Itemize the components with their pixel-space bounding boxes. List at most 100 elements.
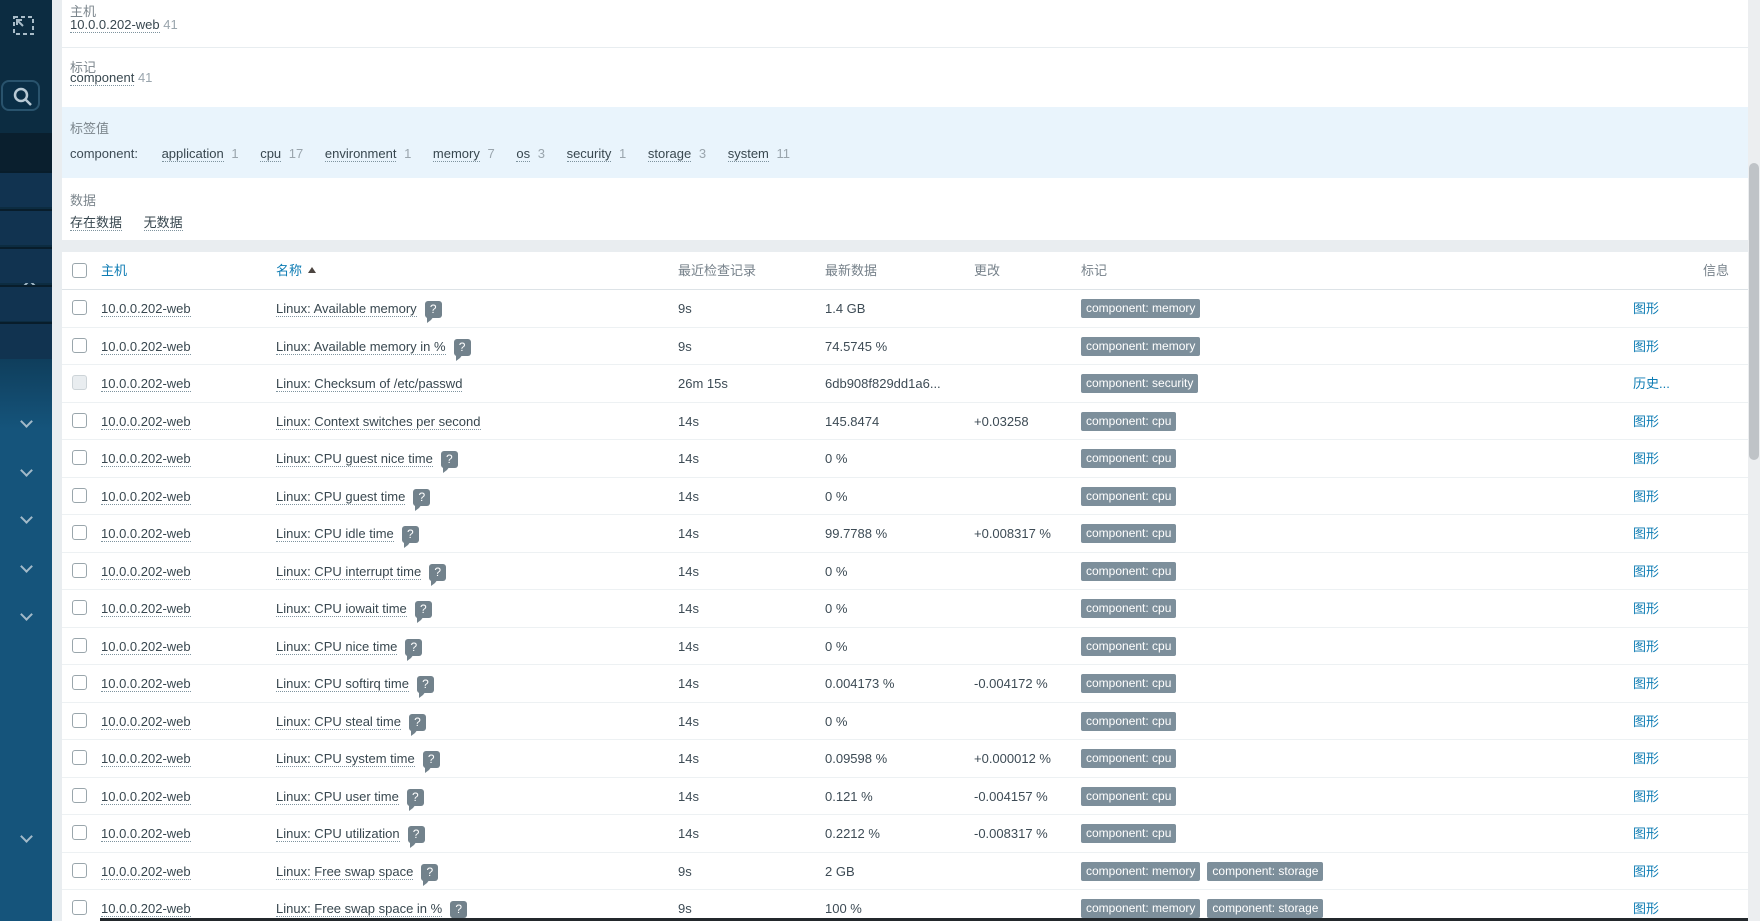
item-name-link[interactable]: Linux: Checksum of /etc/passwd xyxy=(276,376,463,392)
item-name-link[interactable]: Linux: CPU iowait time xyxy=(276,601,407,617)
graph-link[interactable]: 图形 xyxy=(1633,526,1660,541)
host-link[interactable]: 10.0.0.202-web xyxy=(101,301,191,317)
tag-value-link[interactable]: storage xyxy=(647,146,692,162)
help-hint-icon[interactable]: ? xyxy=(409,713,426,736)
help-hint-icon[interactable]: ? xyxy=(414,601,432,624)
latest-value[interactable]: 0.2212 % xyxy=(825,826,880,841)
graph-link[interactable]: 图形 xyxy=(1633,413,1660,429)
host-link[interactable]: 10.0.0.202-web xyxy=(101,788,191,805)
item-name-link[interactable]: Linux: CPU system time xyxy=(276,751,415,767)
item-name-link[interactable]: Linux: CPU steal time xyxy=(276,713,401,730)
item-name-link[interactable]: Linux: CPU nice time xyxy=(276,638,398,655)
host-link[interactable]: 10.0.0.202-web xyxy=(101,376,191,392)
latest-value[interactable]: 0.121 % xyxy=(825,788,873,804)
sidebar-item[interactable] xyxy=(0,171,52,207)
latest-value[interactable]: 145.8474 xyxy=(825,413,880,429)
item-name-link[interactable]: Linux: CPU guest nice time xyxy=(276,451,433,467)
latest-value[interactable]: 0 % xyxy=(825,563,848,579)
item-name-link[interactable]: Linux: CPU guest time xyxy=(276,488,406,505)
help-hint-icon[interactable]: ? xyxy=(421,863,439,886)
latest-value[interactable]: 0 % xyxy=(825,488,848,504)
host-link[interactable]: 10.0.0.202-web xyxy=(101,638,191,655)
row-checkbox[interactable] xyxy=(72,600,87,615)
select-all-checkbox[interactable] xyxy=(72,263,87,278)
host-link[interactable]: 10.0.0.202-web xyxy=(101,526,191,542)
chevron-down-icon[interactable] xyxy=(20,830,33,843)
help-hint-icon[interactable]: ? xyxy=(401,526,419,549)
help-hint-icon[interactable]: ? xyxy=(416,676,434,699)
latest-value[interactable]: 99.7788 % xyxy=(825,526,888,541)
graph-link[interactable]: 图形 xyxy=(1633,826,1660,841)
row-checkbox[interactable] xyxy=(72,300,87,315)
tag-value-link[interactable]: environment xyxy=(324,146,397,162)
item-name-link[interactable]: Linux: CPU idle time xyxy=(276,526,394,542)
sidebar-item[interactable] xyxy=(0,209,52,245)
row-checkbox[interactable] xyxy=(72,825,87,840)
row-checkbox[interactable] xyxy=(72,787,87,803)
latest-value[interactable]: 6db908f829dd1a6... xyxy=(825,376,941,391)
row-checkbox[interactable] xyxy=(72,450,87,465)
tag-value-link[interactable]: system xyxy=(727,146,769,162)
host-link[interactable]: 10.0.0.202-web xyxy=(101,901,191,917)
graph-link[interactable]: 图形 xyxy=(1633,451,1660,466)
graph-link[interactable]: 图形 xyxy=(1633,788,1660,804)
item-name-link[interactable]: Linux: Available memory in % xyxy=(276,338,446,355)
graph-link[interactable]: 图形 xyxy=(1633,863,1660,879)
latest-value[interactable]: 100 % xyxy=(825,901,862,916)
row-checkbox[interactable] xyxy=(72,900,87,915)
row-checkbox[interactable] xyxy=(72,637,87,653)
item-name-link[interactable]: Linux: CPU user time xyxy=(276,788,399,805)
vertical-scrollbar-thumb[interactable] xyxy=(1749,163,1759,460)
with-data-link[interactable]: 存在数据 xyxy=(70,215,123,231)
chevron-down-icon[interactable] xyxy=(20,464,33,477)
help-hint-icon[interactable]: ? xyxy=(453,338,471,361)
help-hint-icon[interactable]: ? xyxy=(450,901,468,921)
item-name-link[interactable]: Linux: Available memory xyxy=(276,301,417,317)
graph-link[interactable]: 图形 xyxy=(1633,638,1660,654)
search-button[interactable] xyxy=(1,80,40,111)
help-hint-icon[interactable]: ? xyxy=(405,638,423,661)
row-checkbox[interactable] xyxy=(72,675,87,690)
sidebar-item[interactable] xyxy=(0,322,52,359)
chevron-down-icon[interactable] xyxy=(20,608,33,621)
latest-value[interactable]: 0 % xyxy=(825,601,848,616)
expand-sidebar-icon[interactable] xyxy=(13,16,34,35)
host-link[interactable]: 10.0.0.202-web xyxy=(101,413,191,430)
filter-host-link[interactable]: 10.0.0.202-web xyxy=(70,17,160,33)
sidebar-item[interactable] xyxy=(0,247,52,283)
graph-link[interactable]: 图形 xyxy=(1633,901,1660,916)
help-hint-icon[interactable]: ? xyxy=(413,488,431,511)
host-link[interactable]: 10.0.0.202-web xyxy=(101,601,191,617)
host-link[interactable]: 10.0.0.202-web xyxy=(101,713,191,730)
vertical-scrollbar-track[interactable] xyxy=(1748,0,1760,921)
tag-value-link[interactable]: cpu xyxy=(260,146,282,162)
tag-value-link[interactable]: os xyxy=(516,146,531,162)
host-link[interactable]: 10.0.0.202-web xyxy=(101,751,191,767)
tag-value-link[interactable]: application xyxy=(161,146,224,162)
latest-value[interactable]: 0 % xyxy=(825,638,848,654)
row-checkbox[interactable] xyxy=(72,525,87,540)
item-name-link[interactable]: Linux: Free swap space in % xyxy=(276,901,443,917)
sidebar-item[interactable] xyxy=(0,285,52,321)
latest-value[interactable]: 74.5745 % xyxy=(825,338,888,354)
graph-link[interactable]: 历史... xyxy=(1633,376,1670,391)
filter-tag-link[interactable]: component xyxy=(70,70,135,86)
graph-link[interactable]: 图形 xyxy=(1633,751,1660,766)
row-checkbox[interactable] xyxy=(72,337,87,353)
host-link[interactable]: 10.0.0.202-web xyxy=(101,488,191,505)
graph-link[interactable]: 图形 xyxy=(1633,488,1660,504)
latest-value[interactable]: 0 % xyxy=(825,451,848,466)
item-name-link[interactable]: Linux: CPU utilization xyxy=(276,826,400,842)
host-link[interactable]: 10.0.0.202-web xyxy=(101,338,191,355)
host-link[interactable]: 10.0.0.202-web xyxy=(101,826,191,842)
row-checkbox[interactable] xyxy=(72,412,87,428)
item-name-link[interactable]: Linux: Free swap space xyxy=(276,863,414,880)
graph-link[interactable]: 图形 xyxy=(1633,713,1660,729)
column-header-name[interactable]: 名称 xyxy=(276,263,303,278)
sidebar-item-active[interactable] xyxy=(0,133,52,292)
help-hint-icon[interactable]: ? xyxy=(407,826,425,849)
help-hint-icon[interactable]: ? xyxy=(406,788,424,811)
latest-value[interactable]: 2 GB xyxy=(825,863,855,879)
host-link[interactable]: 10.0.0.202-web xyxy=(101,863,191,880)
row-checkbox[interactable] xyxy=(72,562,87,578)
